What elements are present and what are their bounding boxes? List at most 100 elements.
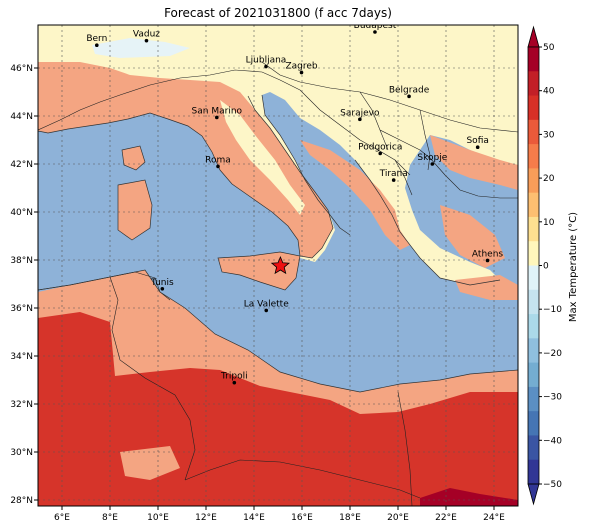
lat-tick-label: 28°N bbox=[10, 496, 33, 506]
city-label: Tunis bbox=[150, 278, 174, 288]
city-label: Skopje bbox=[417, 153, 447, 163]
lon-tick-label: 12°E bbox=[195, 513, 217, 523]
colorbar-segment bbox=[528, 411, 539, 436]
extreme-hot-egypt bbox=[420, 488, 518, 506]
lat-tick-label: 36°N bbox=[10, 304, 33, 314]
colorbar-tick-label: 0 bbox=[543, 262, 549, 272]
colorbar-segment bbox=[528, 386, 539, 412]
colorbar-label: Max Temperature (°C) bbox=[568, 212, 579, 322]
colorbar-segment bbox=[528, 289, 539, 315]
colorbar-tick-label: 20 bbox=[543, 174, 555, 184]
colorbar-tick-label: 30 bbox=[543, 130, 555, 140]
adriatic-coast-warm bbox=[300, 140, 410, 250]
city-label: Podgorica bbox=[358, 142, 402, 152]
lon-tick-label: 24°E bbox=[483, 513, 505, 523]
figure-title: Forecast of 2021031800 (f acc 7days) bbox=[164, 6, 392, 20]
city-label: Tripoli bbox=[220, 372, 248, 382]
colorbar-segment bbox=[528, 459, 539, 485]
city-label: Vaduz bbox=[133, 30, 160, 40]
colorbar-segment bbox=[528, 47, 539, 72]
city-dot bbox=[391, 178, 396, 182]
city-label: Ljubljana bbox=[246, 56, 287, 66]
city-dot bbox=[299, 70, 304, 75]
colorbar-max-arrow bbox=[527, 25, 540, 48]
city-label: Budapest bbox=[354, 21, 397, 31]
lon-tick-label: 22°E bbox=[435, 513, 457, 523]
city-dot bbox=[160, 287, 165, 291]
sardinia bbox=[118, 180, 152, 240]
city-dot bbox=[430, 162, 435, 166]
city-dot bbox=[485, 258, 490, 263]
colorbar-segment bbox=[528, 216, 539, 242]
colorbar-segment bbox=[528, 362, 539, 388]
lon-tick-label: 10°E bbox=[147, 513, 169, 523]
lat-tick-label: 40°N bbox=[10, 208, 33, 218]
city-dot bbox=[264, 308, 269, 313]
lon-tick-label: 6°E bbox=[54, 513, 70, 523]
city-label: Roma bbox=[205, 155, 231, 165]
colorbar-tick-label: 10 bbox=[543, 218, 555, 228]
city-dot bbox=[95, 43, 99, 47]
colorbar-segment bbox=[528, 71, 539, 97]
coastlines bbox=[38, 94, 518, 393]
lon-tick-label: 8°E bbox=[102, 513, 118, 523]
colorbar: 50 40 30 20 10 0 −10 −20 −30 −40 −50 bbox=[527, 25, 562, 506]
colorbar-segment bbox=[528, 338, 539, 364]
lon-tick-label: 14°E bbox=[243, 513, 265, 523]
lon-tick-label: 16°E bbox=[291, 513, 313, 523]
city-dot bbox=[475, 145, 480, 149]
cool-pocket-libya bbox=[120, 446, 180, 480]
city-label: Sofia bbox=[466, 136, 488, 146]
apennines-mild bbox=[220, 100, 305, 215]
city-dot bbox=[407, 94, 411, 99]
colorbar-tick-label: −30 bbox=[543, 393, 562, 403]
colorbar-segment bbox=[528, 265, 539, 291]
colorbar-segment bbox=[528, 192, 539, 218]
greece-warm bbox=[440, 205, 505, 268]
colorbar-tick-label: −10 bbox=[543, 305, 562, 315]
colorbar-segment bbox=[528, 119, 539, 145]
city-label: Sarajevo bbox=[340, 108, 380, 118]
lat-tick-label: 38°N bbox=[10, 256, 33, 266]
city-dot bbox=[358, 117, 362, 122]
city-dot bbox=[232, 380, 237, 385]
lon-tick-labels: 6°E 8°E 10°E 12°E 14°E 16°E 18°E 20°E 22°E 24°E bbox=[54, 506, 505, 523]
city-label: Belgrade bbox=[389, 85, 430, 95]
city-label: Tirana bbox=[379, 169, 408, 179]
lat-tick-labels: 28°N 30°N 32°N 34°N 36°N 38°N 40°N 42°N 44°N 46°N bbox=[10, 64, 38, 506]
city-label: Bern bbox=[86, 34, 107, 44]
gridlines bbox=[38, 25, 518, 506]
colorbar-segment bbox=[528, 144, 539, 169]
lat-tick-label: 46°N bbox=[10, 64, 33, 74]
colorbar-min-arrow bbox=[527, 483, 540, 506]
colorbar-segment bbox=[528, 241, 539, 266]
corfu bbox=[395, 202, 410, 220]
city-dot bbox=[216, 164, 220, 169]
colorbar-tick-label: −50 bbox=[543, 480, 562, 490]
city-label: Zagreb bbox=[285, 62, 317, 72]
colorbar-segment bbox=[528, 95, 539, 121]
city-dot bbox=[215, 115, 219, 120]
city-label: San Marino bbox=[192, 106, 243, 116]
city-dot bbox=[373, 30, 377, 34]
black-sea-coast-warm bbox=[430, 135, 518, 190]
alps-cool bbox=[92, 38, 190, 58]
star-marker[interactable] bbox=[270, 255, 291, 275]
colorbar-tick-label: −40 bbox=[543, 436, 562, 446]
colorbar-segment bbox=[528, 314, 539, 339]
colorbar-tick-label: 40 bbox=[543, 87, 555, 97]
italy-coast-warm bbox=[38, 62, 333, 258]
lat-tick-label: 32°N bbox=[10, 400, 33, 410]
map-frame bbox=[37, 24, 519, 507]
lat-tick-label: 30°N bbox=[10, 448, 33, 458]
lat-tick-label: 42°N bbox=[10, 160, 33, 170]
lon-tick-label: 18°E bbox=[339, 513, 361, 523]
city-dot bbox=[378, 151, 383, 156]
city-dot bbox=[144, 38, 149, 43]
colorbar-tick-label: −20 bbox=[543, 349, 562, 359]
lon-tick-label: 20°E bbox=[387, 513, 409, 523]
colorbar-tick-label: 50 bbox=[543, 43, 555, 53]
